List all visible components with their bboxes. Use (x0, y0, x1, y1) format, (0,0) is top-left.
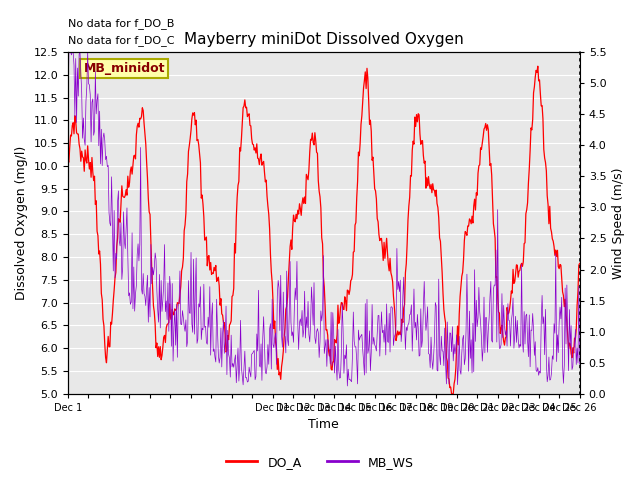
X-axis label: Time: Time (308, 419, 339, 432)
Y-axis label: Dissolved Oxygen (mg/l): Dissolved Oxygen (mg/l) (15, 146, 28, 300)
Legend: DO_A, MB_WS: DO_A, MB_WS (221, 451, 419, 474)
Title: Mayberry miniDot Dissolved Oxygen: Mayberry miniDot Dissolved Oxygen (184, 32, 464, 47)
Text: No data for f_DO_B: No data for f_DO_B (68, 18, 175, 29)
Text: MB_minidot: MB_minidot (83, 62, 165, 75)
Y-axis label: Wind Speed (m/s): Wind Speed (m/s) (612, 167, 625, 278)
Text: No data for f_DO_C: No data for f_DO_C (68, 35, 175, 46)
